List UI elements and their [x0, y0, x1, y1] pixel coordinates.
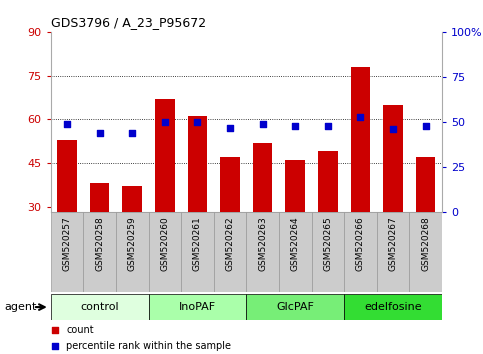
Bar: [149, 294, 246, 320]
Bar: [116, 212, 149, 292]
Text: GSM520268: GSM520268: [421, 216, 430, 271]
Bar: [220, 157, 240, 212]
Point: [389, 126, 397, 132]
Text: edelfosine: edelfosine: [364, 302, 422, 312]
Bar: [344, 294, 442, 320]
Point: [128, 130, 136, 136]
Text: GSM520258: GSM520258: [95, 216, 104, 271]
Bar: [149, 212, 181, 292]
Text: GSM520257: GSM520257: [62, 216, 71, 271]
Text: GlcPAF: GlcPAF: [276, 302, 314, 312]
Bar: [155, 99, 175, 212]
Text: GSM520263: GSM520263: [258, 216, 267, 271]
Text: GDS3796 / A_23_P95672: GDS3796 / A_23_P95672: [51, 16, 206, 29]
Text: percentile rank within the sample: percentile rank within the sample: [66, 341, 231, 351]
Bar: [285, 160, 305, 212]
Bar: [384, 105, 403, 212]
Text: GSM520266: GSM520266: [356, 216, 365, 271]
Bar: [318, 151, 338, 212]
Point: [356, 114, 364, 120]
Point: [63, 121, 71, 127]
Bar: [351, 67, 370, 212]
Text: GSM520262: GSM520262: [226, 216, 235, 271]
Bar: [253, 143, 272, 212]
Bar: [90, 183, 109, 212]
Text: InoPAF: InoPAF: [179, 302, 216, 312]
Text: agent: agent: [4, 302, 36, 312]
Bar: [51, 212, 84, 292]
Point: [291, 123, 299, 129]
Text: control: control: [80, 302, 119, 312]
Text: GSM520259: GSM520259: [128, 216, 137, 271]
Text: GSM520261: GSM520261: [193, 216, 202, 271]
Bar: [214, 212, 246, 292]
Text: count: count: [66, 325, 94, 335]
Point: [278, 263, 286, 268]
Text: GSM520260: GSM520260: [160, 216, 170, 271]
Bar: [312, 212, 344, 292]
Point: [226, 125, 234, 130]
Point: [194, 119, 201, 125]
Text: GSM520264: GSM520264: [291, 216, 300, 271]
Bar: [246, 212, 279, 292]
Bar: [84, 212, 116, 292]
Bar: [187, 116, 207, 212]
Bar: [344, 212, 377, 292]
Text: GSM520267: GSM520267: [388, 216, 398, 271]
Bar: [57, 139, 77, 212]
Bar: [410, 212, 442, 292]
Point: [324, 123, 332, 129]
Point: [278, 118, 286, 124]
Bar: [246, 294, 344, 320]
Point: [96, 130, 103, 136]
Bar: [377, 212, 410, 292]
Point: [259, 121, 267, 127]
Text: GSM520265: GSM520265: [323, 216, 332, 271]
Bar: [181, 212, 213, 292]
Bar: [51, 294, 149, 320]
Point: [422, 123, 429, 129]
Point: [161, 119, 169, 125]
Bar: [279, 212, 312, 292]
Bar: [123, 186, 142, 212]
Bar: [416, 157, 436, 212]
